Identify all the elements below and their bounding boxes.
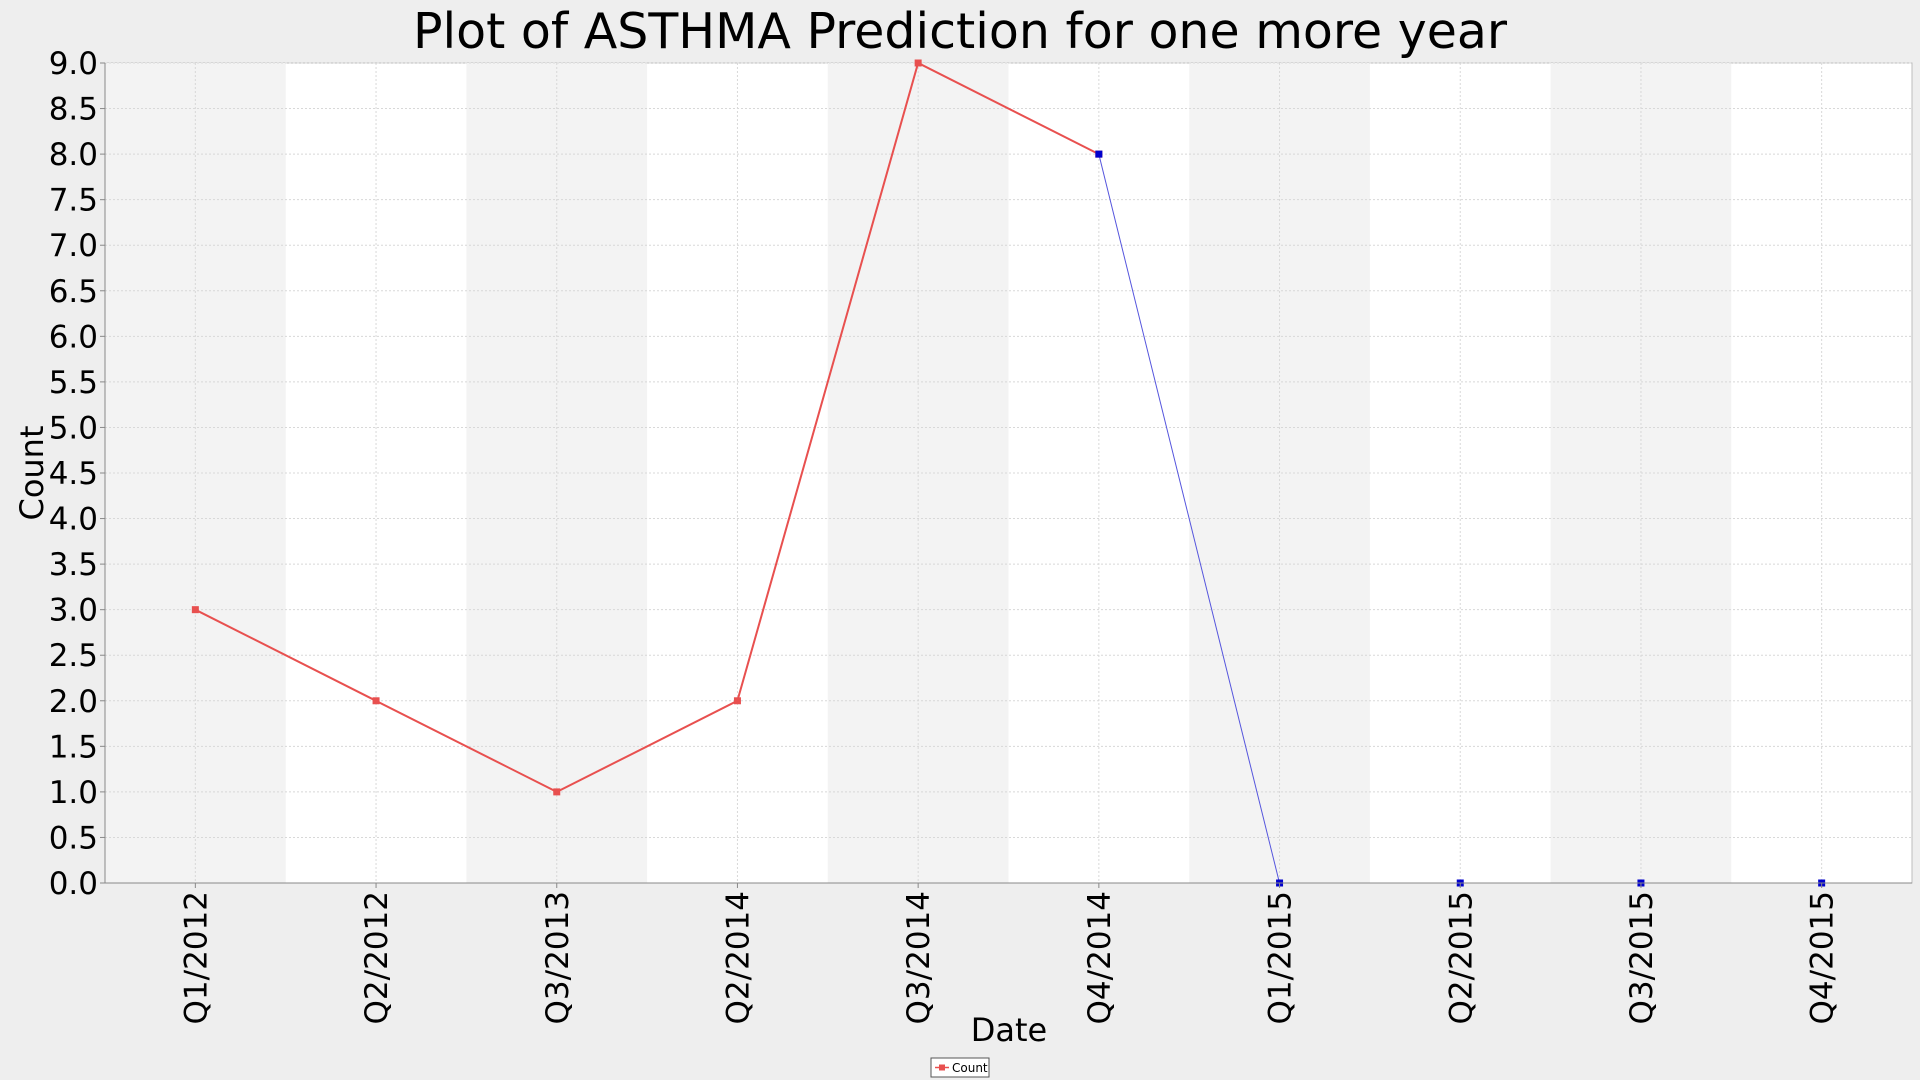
y-tick-label: 8.0	[49, 137, 98, 173]
y-tick-label: 8.5	[49, 92, 98, 128]
y-tick-label: 0.5	[49, 820, 98, 856]
legend-box	[930, 1057, 990, 1078]
chart-title: Plot of ASTHMA Prediction for one more y…	[413, 3, 1508, 60]
y-tick-label: 4.5	[49, 456, 98, 492]
x-tick-label: Q1/2012	[178, 891, 214, 1024]
x-axis: Q1/2012 Q2/2012 Q3/2013 Q2/2014 Q3/2014 Q4/20…	[105, 882, 1912, 1024]
y-tick-label: 1.0	[49, 775, 98, 811]
data-point	[553, 788, 561, 796]
data-point	[191, 606, 199, 614]
y-tick-label: 4.0	[49, 502, 98, 538]
y-tick-label: 3.5	[49, 547, 98, 583]
y-tick-label: 2.5	[49, 638, 98, 674]
y-tick-label: 3.0	[49, 593, 98, 629]
y-tick-label: 5.0	[49, 410, 98, 446]
legend-label: Count	[952, 1061, 988, 1075]
y-tick-label: 9.0	[49, 46, 98, 82]
x-tick-label: Q3/2015	[1624, 891, 1660, 1024]
legend-swatch-marker	[939, 1064, 945, 1071]
y-tick-label: 6.5	[49, 274, 98, 310]
x-tick-label: Q3/2014	[901, 891, 937, 1024]
data-point	[1095, 150, 1103, 158]
grid-lines	[105, 62, 1912, 884]
data-point	[914, 59, 922, 67]
y-axis: 0.0 0.5 1.0 1.5 2.0 2.5 3.0 3.5 4.0 4.5 5.0 5.5 6.0 6…	[49, 46, 106, 902]
data-point	[733, 697, 741, 705]
x-axis-title: Date	[971, 1011, 1047, 1049]
y-tick-label: 5.5	[49, 365, 98, 401]
x-tick-label: Q4/2015	[1805, 891, 1841, 1024]
y-tick-label: 6.0	[49, 319, 98, 355]
x-tick-label: Q2/2015	[1443, 891, 1479, 1024]
x-tick-label: Q2/2014	[720, 891, 756, 1024]
y-tick-label: 1.5	[49, 729, 98, 765]
legend: Count	[930, 1057, 990, 1078]
x-tick-label: Q1/2015	[1263, 891, 1299, 1024]
y-tick-label: 7.5	[49, 183, 98, 219]
y-tick-label: 0.0	[49, 866, 98, 902]
y-tick-label: 2.0	[49, 684, 98, 720]
y-axis-title: Count	[13, 425, 51, 520]
x-tick-label: Q3/2013	[540, 891, 576, 1024]
series-line-0	[194, 61, 1100, 794]
data-point	[372, 697, 380, 705]
x-tick-label: Q4/2014	[1082, 891, 1118, 1024]
y-tick-label: 7.0	[49, 228, 98, 264]
x-tick-label: Q2/2012	[359, 891, 395, 1024]
